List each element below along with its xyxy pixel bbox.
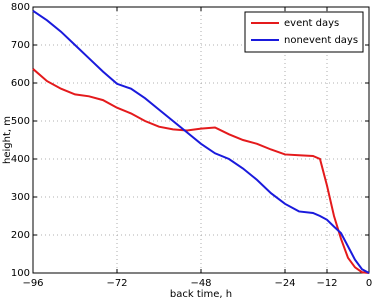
y-tick-label: 200 xyxy=(11,230,30,241)
x-axis-label: back time, h xyxy=(170,289,232,300)
x-tick-label: −24 xyxy=(274,278,295,289)
y-tick-label: 500 xyxy=(11,116,30,127)
y-tick-label: 600 xyxy=(11,78,30,89)
x-tick-label: −12 xyxy=(316,278,337,289)
legend-box xyxy=(244,11,364,53)
x-tick-label: 0 xyxy=(366,278,372,289)
y-axis-label: height, m xyxy=(2,116,13,164)
y-tick-label: 400 xyxy=(11,154,30,165)
series-line xyxy=(32,9,370,274)
y-tick-label: 700 xyxy=(11,40,30,51)
y-tick-label: 800 xyxy=(11,2,30,13)
y-tick-label: 100 xyxy=(11,268,30,279)
x-tick-label: −48 xyxy=(190,278,211,289)
plot-frame xyxy=(32,6,370,274)
x-tick-label: −72 xyxy=(106,278,127,289)
legend-label: nonevent days xyxy=(284,35,358,46)
y-tick-label: 300 xyxy=(11,192,30,203)
series-line xyxy=(32,68,370,274)
x-tick-label: −96 xyxy=(22,278,43,289)
legend-label: event days xyxy=(284,18,339,29)
